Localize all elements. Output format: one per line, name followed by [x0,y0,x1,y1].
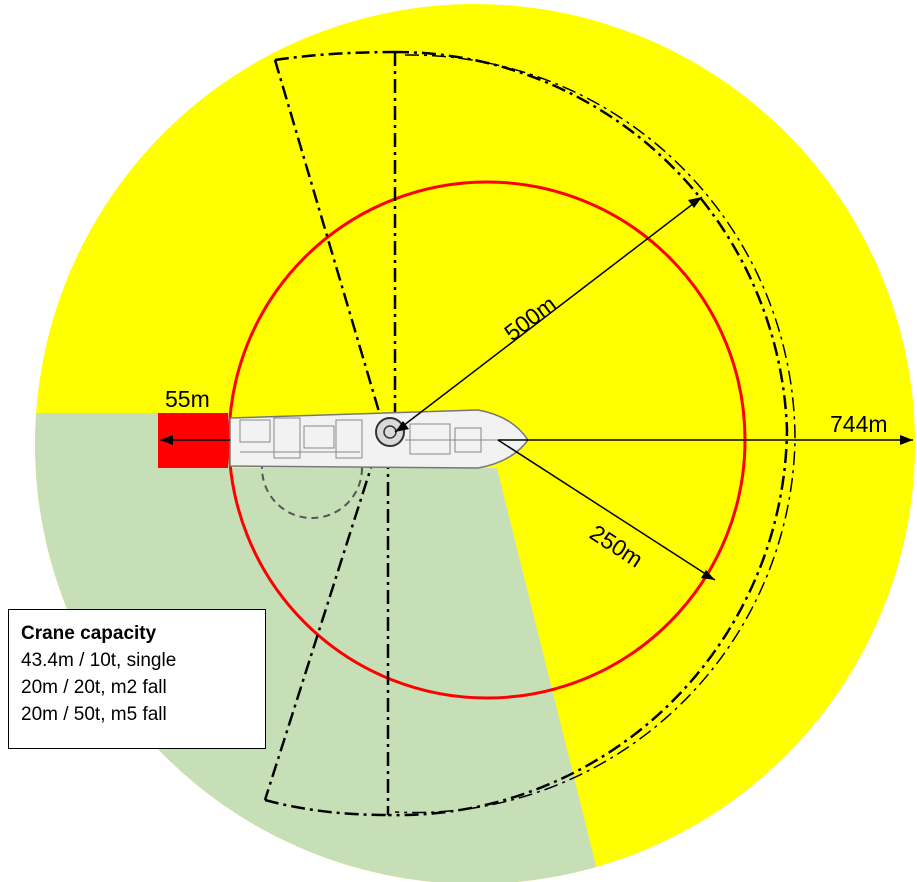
crane-capacity-box: Crane capacity 43.4m / 10t, single 20m /… [8,609,266,749]
label-744m: 744m [830,411,888,437]
crane-pedestal-icon [375,417,405,447]
crane-capacity-row: 43.4m / 10t, single [21,650,177,671]
label-55m: 55m [165,386,210,412]
vessel [229,409,529,469]
dimension-arrows [160,196,913,581]
crane-envelope [263,50,796,817]
crane-capacity-row: 20m / 20t, m2 fall [21,677,167,698]
helideck-circle [261,417,363,519]
crane-capacity-row: 20m / 50t, m5 fall [21,704,167,725]
crane-capacity-title: Crane capacity [21,623,157,644]
